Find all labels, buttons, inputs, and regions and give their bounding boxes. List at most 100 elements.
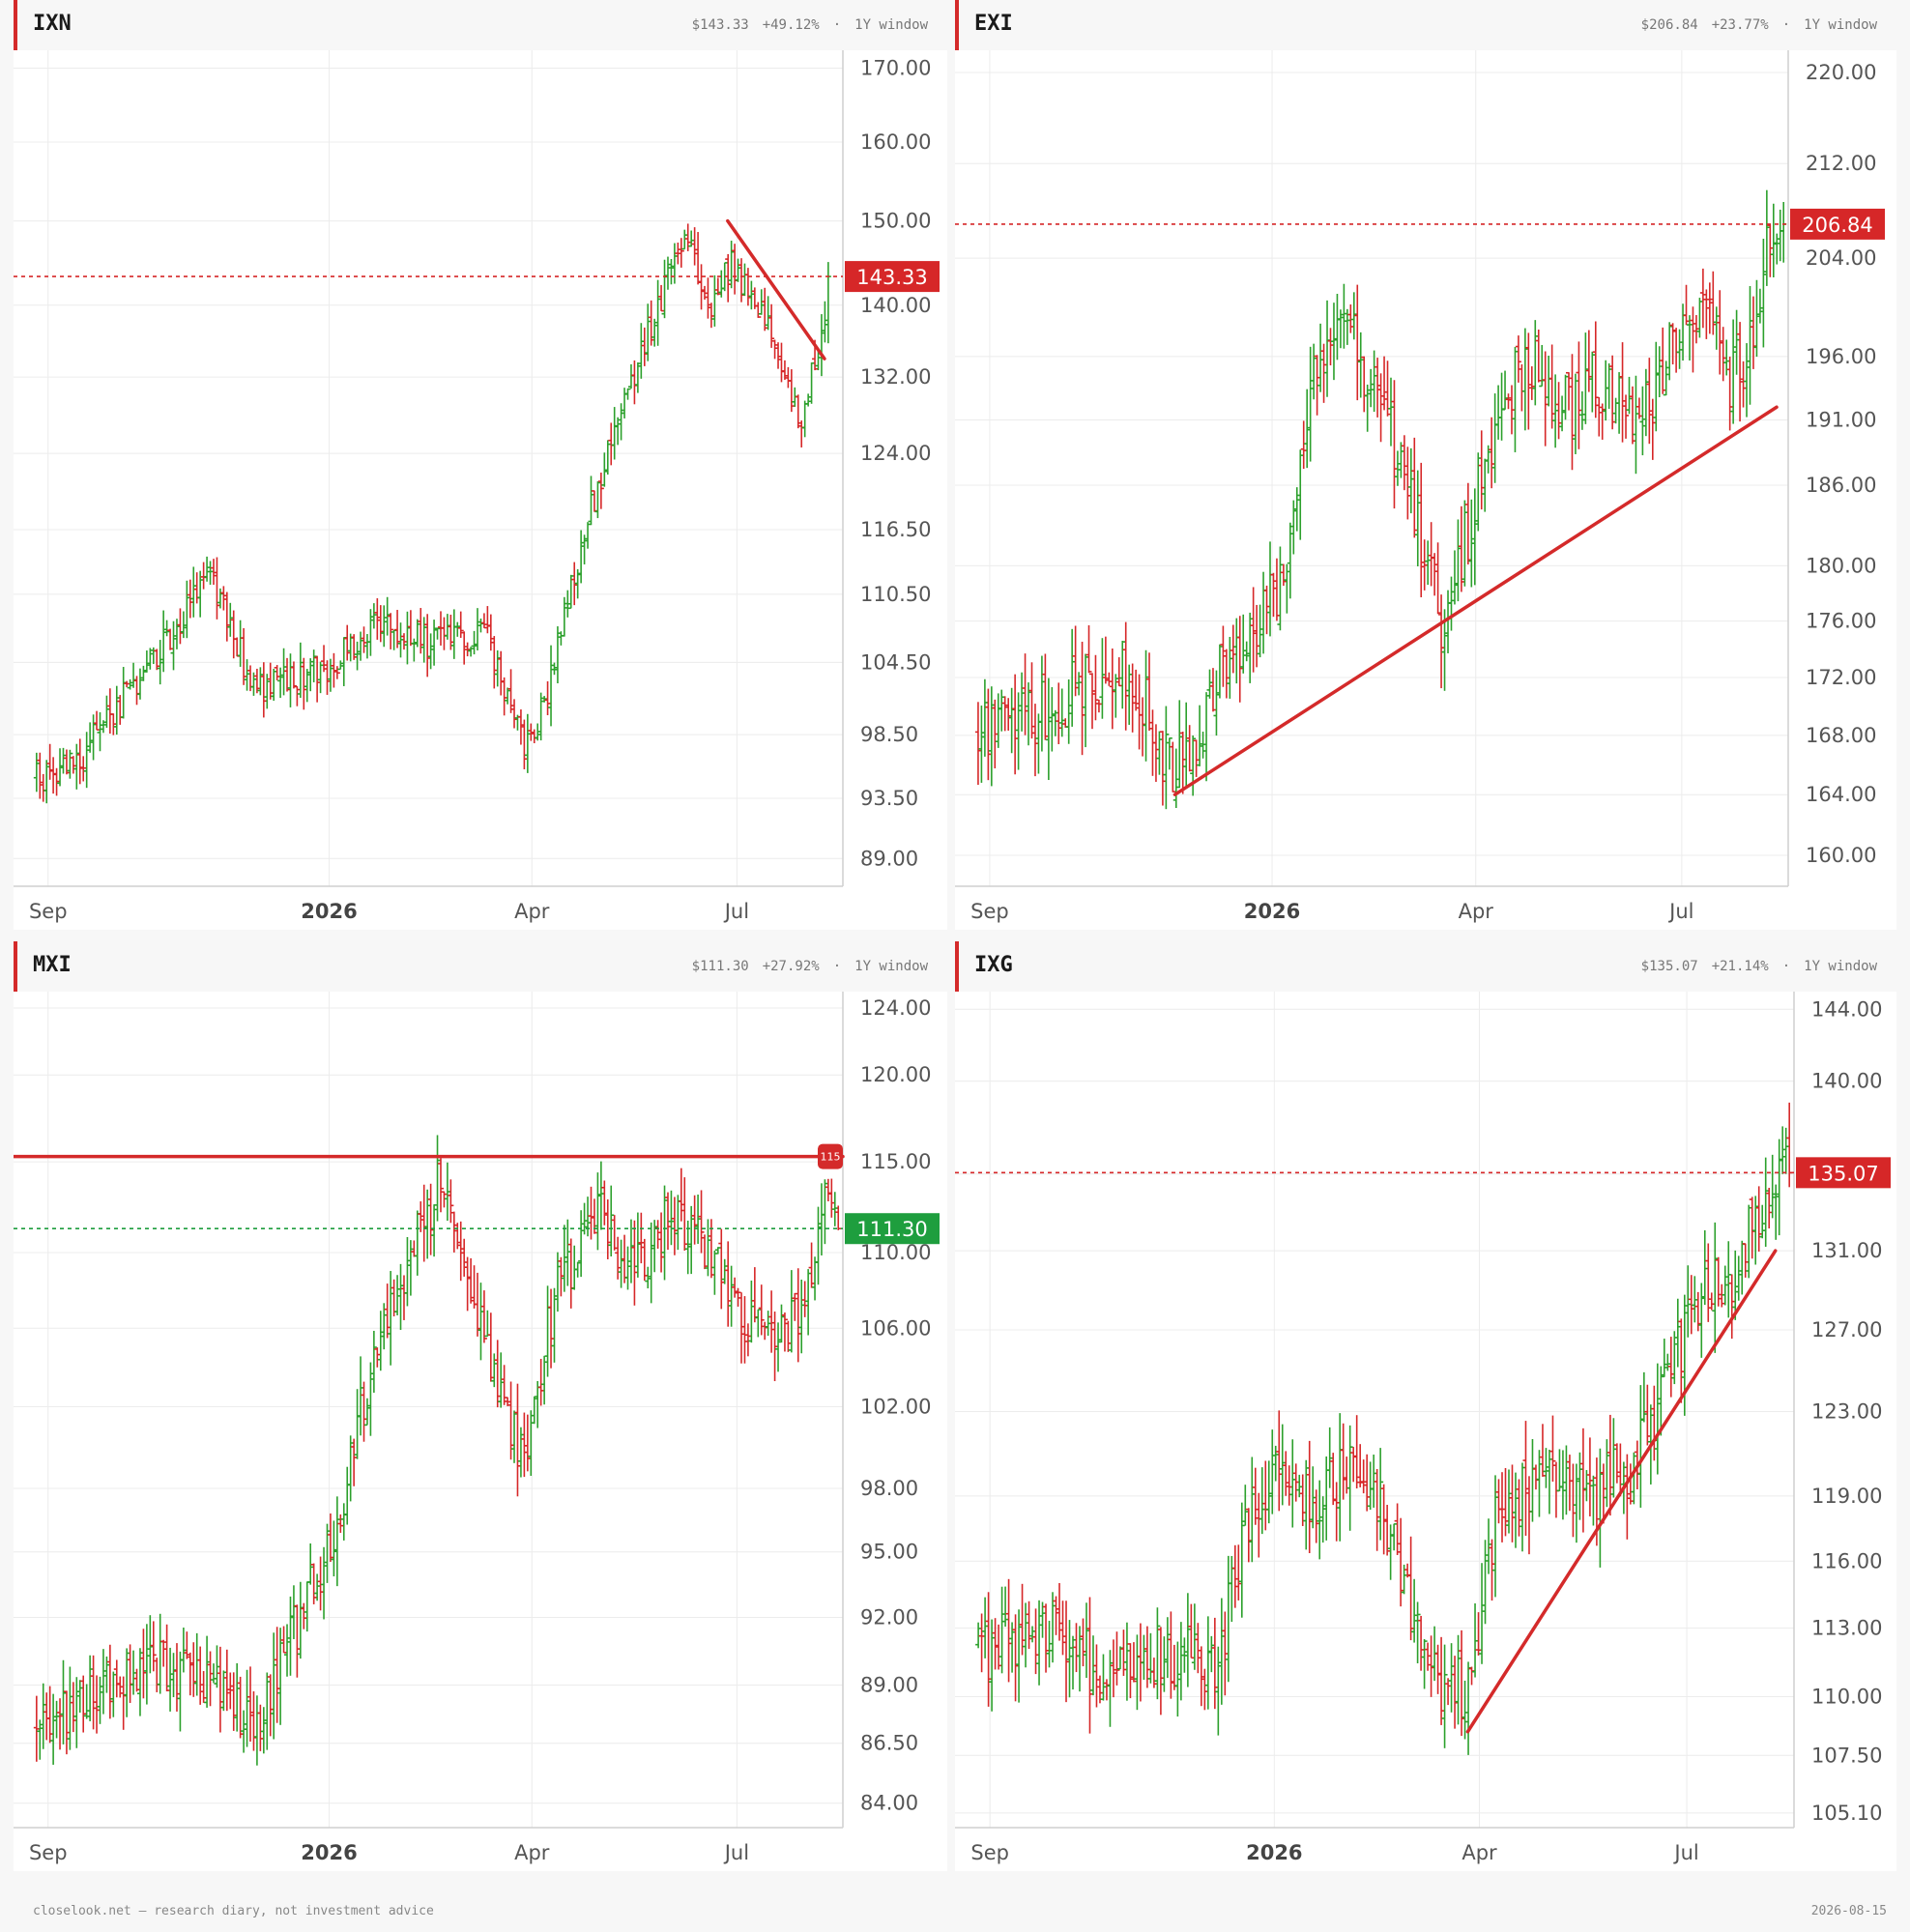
ohlc-bar — [67, 749, 73, 779]
ohlc-bar — [1391, 1523, 1398, 1551]
ohlc-bar — [585, 522, 592, 549]
ohlc-bar — [975, 1622, 982, 1649]
ohlc-chart[interactable]: 170.00 160.00 150.00 140.00 132.00 124.00 116.… — [14, 50, 947, 930]
ohlc-bar — [1548, 344, 1555, 429]
y-tick-label: 144.00 — [1811, 997, 1882, 1021]
ohlc-bar — [1327, 328, 1334, 366]
ohlc-bar — [94, 710, 101, 731]
ohlc-bar — [177, 608, 184, 645]
ohlc-bar — [220, 1670, 227, 1712]
ohlc-bar — [1152, 724, 1159, 782]
ohlc-bar — [1756, 288, 1763, 324]
ohlc-bar — [363, 634, 370, 659]
ohlc-bar — [1377, 373, 1384, 443]
y-tick-label: 212.00 — [1806, 152, 1876, 175]
ohlc-bar — [1350, 1447, 1357, 1483]
ohlc-bar — [698, 1190, 705, 1254]
ohlc-bar — [167, 1647, 174, 1712]
ohlc-bar — [1052, 709, 1058, 736]
resistance-tag: 115 — [818, 1143, 843, 1169]
ohlc-bar — [1468, 1666, 1475, 1686]
ohlc-bar — [1401, 1564, 1407, 1595]
ohlc-bar — [494, 1340, 501, 1408]
ohlc-bar — [808, 361, 815, 404]
ohlc-bar — [1247, 612, 1254, 683]
ohlc-bar — [227, 602, 234, 637]
ohlc-bar — [738, 258, 745, 303]
ohlc-bar — [1525, 332, 1532, 430]
ohlc-bar — [1712, 1222, 1719, 1353]
ohlc-bar — [702, 1234, 708, 1270]
window-label: 1Y window — [854, 959, 928, 974]
ohlc-bar — [1211, 1617, 1218, 1710]
ohlc-bar — [76, 738, 83, 785]
ohlc-bar — [1174, 1641, 1181, 1717]
ohlc-bar — [441, 1191, 448, 1208]
ohlc-bar — [250, 1690, 257, 1751]
ohlc-bar — [220, 586, 227, 611]
ohlc-bar — [985, 688, 992, 781]
ohlc-bar — [517, 1427, 524, 1478]
ohlc-bar — [798, 1279, 805, 1354]
ohlc-bar — [1461, 500, 1468, 587]
ohlc-bar — [627, 363, 634, 389]
ohlc-bar — [1438, 594, 1445, 689]
ohlc-bar — [381, 1303, 388, 1350]
panel-header: IXN $143.33 +49.12% · 1Y window — [14, 0, 947, 50]
ohlc-chart[interactable]: 144.00140.00135.00131.00127.00123.00119.… — [955, 992, 1896, 1871]
ohlc-bar — [1361, 356, 1368, 413]
ohlc-bar — [464, 642, 471, 657]
ohlc-bar — [622, 1234, 628, 1283]
ohlc-bar — [1411, 1578, 1418, 1643]
ohlc-bar — [187, 579, 193, 619]
ohlc-bar — [1762, 1157, 1769, 1247]
ohlc-bar — [344, 1466, 351, 1525]
ohlc-bar — [363, 1398, 370, 1427]
ohlc-bar — [1230, 624, 1236, 674]
ohlc-bar — [505, 687, 511, 705]
ohlc-bar — [1257, 604, 1263, 658]
ohlc-bar — [1289, 1439, 1296, 1528]
ohlc-bar — [1780, 202, 1787, 263]
ohlc-bar — [1026, 682, 1032, 746]
ohlc-bar — [1529, 1438, 1536, 1522]
ohlc-bar — [1317, 323, 1324, 392]
ohlc-bar — [1198, 1646, 1204, 1707]
ohlc-bar — [267, 1674, 274, 1737]
ohlc-bar — [1190, 735, 1197, 796]
ohlc-bar — [1038, 655, 1045, 752]
trendline[interactable] — [726, 218, 826, 360]
x-tick-label: Apr — [1461, 1841, 1497, 1864]
ohlc-bar — [1519, 1462, 1525, 1552]
ohlc-chart[interactable]: 124.00 120.00 115.00 110.00 106.00 102.00 98.0… — [14, 992, 947, 1871]
quote-meta: $111.30 +27.92% · 1Y window — [679, 959, 928, 974]
y-tick-label: 95.00 — [860, 1541, 918, 1564]
ohlc-bar — [1092, 654, 1099, 721]
y-tick-label: 186.00 — [1806, 474, 1876, 497]
ohlc-bar — [597, 1161, 604, 1230]
ohlc-bar — [1191, 1603, 1198, 1670]
ohlc-bar — [184, 580, 190, 639]
ohlc-bar — [468, 647, 475, 657]
ohlc-bar — [1434, 542, 1441, 615]
window-label: 1Y window — [1804, 959, 1877, 974]
trendline[interactable] — [1172, 405, 1779, 796]
ohlc-bar — [388, 1271, 394, 1366]
ohlc-bar — [1780, 1126, 1786, 1174]
y-tick-label: 86.50 — [860, 1732, 918, 1755]
pct-change: +49.12% — [762, 17, 820, 33]
y-tick-label: 170.00 — [860, 56, 931, 79]
ohlc-bar — [180, 1628, 187, 1673]
ohlc-bar — [554, 626, 561, 683]
ohlc-bar — [1425, 1642, 1432, 1671]
ohlc-chart[interactable]: 220.00 212.00 204.00 196.00 191.00 186.00 180.… — [955, 50, 1896, 930]
ohlc-bar — [1143, 649, 1149, 762]
ohlc-bar — [548, 1288, 555, 1369]
ohlc-bar — [684, 1220, 691, 1275]
trendline[interactable] — [1465, 1249, 1778, 1734]
ohlc-bar — [1583, 1470, 1590, 1502]
ohlc-bar — [207, 561, 214, 585]
ohlc-bar — [1150, 1658, 1157, 1688]
ohlc-bar — [1725, 1241, 1732, 1318]
ohlc-bar — [564, 1219, 571, 1286]
